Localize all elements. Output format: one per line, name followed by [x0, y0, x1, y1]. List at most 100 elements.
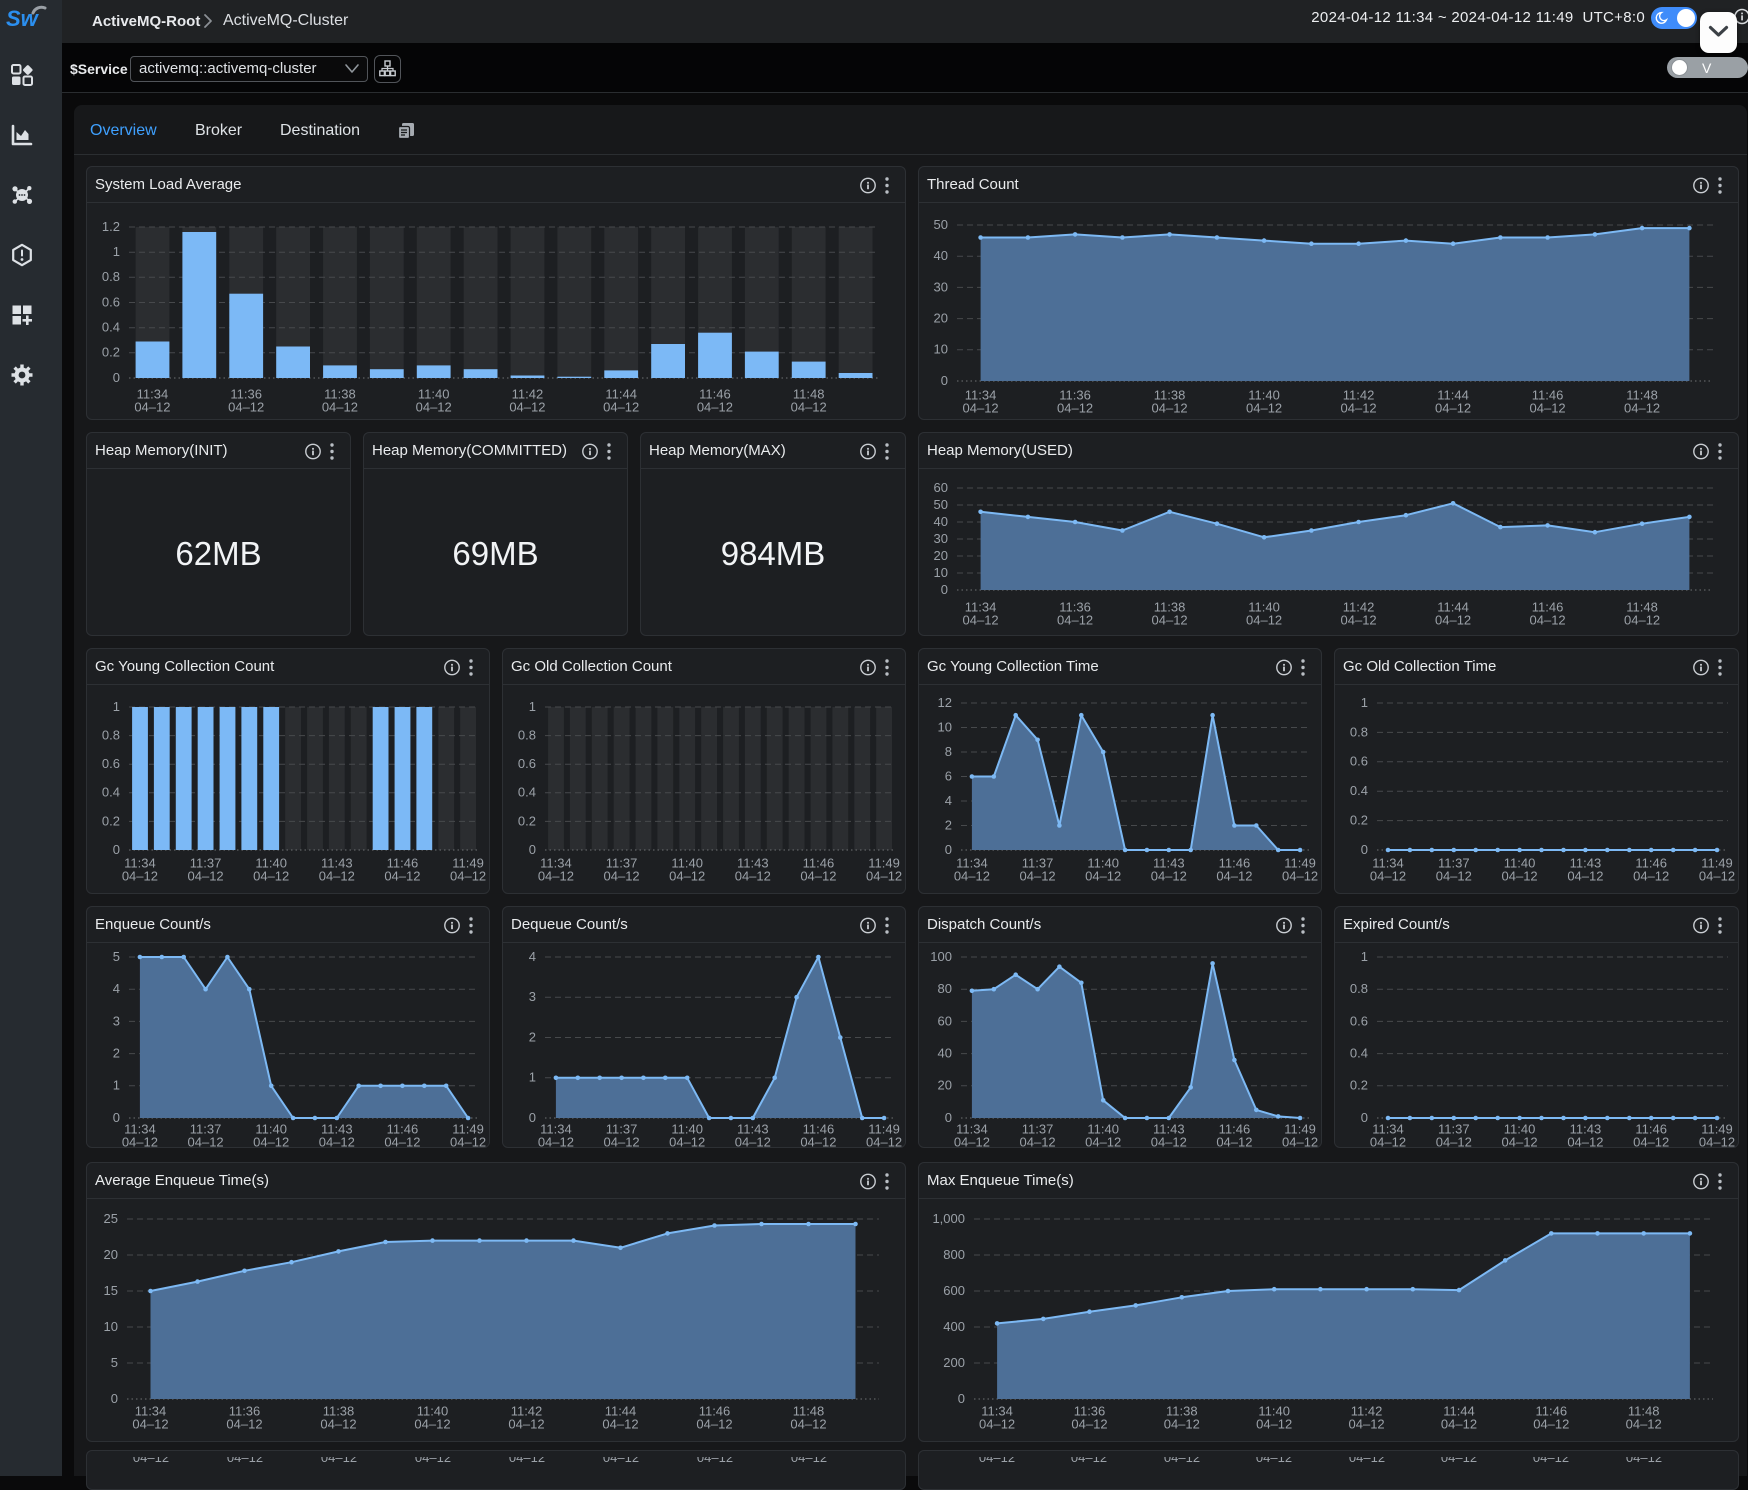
svg-text:04–12: 04–12: [1341, 400, 1377, 415]
svg-text:25: 25: [104, 1211, 118, 1226]
svg-text:30: 30: [934, 279, 948, 294]
svg-text:04–12: 04–12: [800, 868, 836, 883]
svg-text:20: 20: [934, 311, 948, 326]
svg-text:04–12: 04–12: [954, 1134, 990, 1148]
svg-text:11:49: 11:49: [1284, 1121, 1316, 1136]
svg-text:11:34: 11:34: [137, 386, 169, 401]
svg-text:04–12: 04–12: [320, 1416, 356, 1431]
svg-text:1: 1: [113, 244, 120, 259]
svg-text:11:42: 11:42: [512, 386, 544, 401]
svg-text:04–12: 04–12: [188, 1134, 224, 1148]
svg-text:04–12: 04–12: [1502, 868, 1538, 883]
svg-text:11:40: 11:40: [1504, 855, 1536, 870]
svg-text:11:46: 11:46: [1532, 387, 1564, 402]
svg-text:11:46: 11:46: [1635, 855, 1667, 870]
svg-text:04–12: 04–12: [1435, 400, 1471, 415]
svg-text:0.8: 0.8: [1350, 981, 1368, 996]
svg-text:11:37: 11:37: [1022, 1121, 1054, 1136]
svg-text:11:43: 11:43: [321, 855, 353, 870]
svg-text:0.6: 0.6: [1350, 754, 1368, 769]
svg-text:11:44: 11:44: [1437, 387, 1469, 402]
svg-text:04–12: 04–12: [228, 399, 264, 414]
svg-text:11:46: 11:46: [1219, 1121, 1251, 1136]
svg-text:04–12: 04–12: [800, 1134, 836, 1148]
svg-text:1: 1: [1361, 949, 1368, 964]
svg-text:11:43: 11:43: [1570, 1121, 1602, 1136]
svg-text:04–12: 04–12: [134, 399, 170, 414]
svg-text:04–12: 04–12: [602, 1416, 638, 1431]
svg-text:04–12: 04–12: [1152, 612, 1188, 627]
svg-text:0: 0: [529, 1110, 536, 1125]
svg-text:11:43: 11:43: [737, 1121, 769, 1136]
svg-text:11:49: 11:49: [1701, 855, 1733, 870]
svg-text:800: 800: [943, 1247, 965, 1262]
svg-text:2: 2: [529, 1029, 536, 1044]
svg-text:0.4: 0.4: [1350, 1046, 1368, 1061]
svg-text:11:43: 11:43: [737, 855, 769, 870]
svg-text:100: 100: [930, 949, 952, 964]
svg-text:20: 20: [934, 548, 948, 563]
svg-text:11:46: 11:46: [1536, 1403, 1568, 1418]
svg-text:5: 5: [113, 949, 120, 964]
svg-text:04–12: 04–12: [1370, 1134, 1406, 1148]
svg-text:1: 1: [113, 699, 120, 714]
svg-text:04–12: 04–12: [1216, 1134, 1252, 1148]
svg-text:11:34: 11:34: [981, 1403, 1013, 1418]
svg-text:04–12: 04–12: [1020, 1134, 1056, 1148]
svg-text:04–12: 04–12: [604, 868, 640, 883]
svg-text:11:38: 11:38: [324, 386, 356, 401]
svg-text:04–12: 04–12: [791, 399, 827, 414]
svg-text:10: 10: [934, 565, 948, 580]
svg-text:04–12: 04–12: [669, 868, 705, 883]
svg-text:10: 10: [934, 342, 948, 357]
svg-text:11:49: 11:49: [452, 855, 484, 870]
svg-text:04–12: 04–12: [1699, 868, 1735, 883]
svg-text:11:40: 11:40: [255, 855, 287, 870]
svg-text:04–12: 04–12: [954, 868, 990, 883]
svg-text:04–12: 04–12: [509, 399, 545, 414]
svg-text:11:38: 11:38: [1154, 387, 1186, 402]
svg-text:04–12: 04–12: [697, 399, 733, 414]
svg-text:40: 40: [938, 1046, 952, 1061]
svg-text:04–12: 04–12: [1151, 868, 1187, 883]
svg-text:04–12: 04–12: [1057, 400, 1093, 415]
svg-text:1: 1: [529, 1070, 536, 1085]
svg-text:2: 2: [113, 1046, 120, 1061]
svg-text:11:46: 11:46: [803, 1121, 835, 1136]
svg-text:04–12: 04–12: [1567, 1134, 1603, 1148]
svg-text:11:38: 11:38: [323, 1403, 355, 1418]
svg-text:11:36: 11:36: [230, 386, 262, 401]
svg-text:0.2: 0.2: [102, 345, 120, 360]
svg-text:1,000: 1,000: [932, 1211, 965, 1226]
svg-text:11:44: 11:44: [1437, 599, 1469, 614]
svg-text:11:42: 11:42: [511, 1403, 543, 1418]
svg-text:200: 200: [943, 1355, 965, 1370]
svg-text:11:49: 11:49: [868, 1121, 900, 1136]
svg-text:11:34: 11:34: [540, 855, 572, 870]
svg-text:11:46: 11:46: [387, 1121, 419, 1136]
svg-text:11:42: 11:42: [1343, 599, 1375, 614]
svg-text:11:34: 11:34: [965, 599, 997, 614]
svg-text:04–12: 04–12: [963, 612, 999, 627]
svg-text:40: 40: [934, 248, 948, 263]
svg-text:0: 0: [111, 1391, 118, 1406]
svg-text:04–12: 04–12: [1441, 1416, 1477, 1431]
svg-text:0.6: 0.6: [518, 756, 536, 771]
svg-text:0.8: 0.8: [1350, 724, 1368, 739]
svg-text:0.6: 0.6: [102, 294, 120, 309]
svg-text:11:37: 11:37: [190, 855, 222, 870]
svg-text:04–12: 04–12: [416, 399, 452, 414]
svg-text:0: 0: [113, 842, 120, 857]
svg-text:04–12: 04–12: [414, 1416, 450, 1431]
svg-text:04–12: 04–12: [1435, 612, 1471, 627]
svg-text:11:40: 11:40: [1087, 855, 1119, 870]
svg-text:10: 10: [938, 719, 952, 734]
svg-text:04–12: 04–12: [538, 868, 574, 883]
svg-text:0.6: 0.6: [102, 756, 120, 771]
svg-text:04–12: 04–12: [226, 1416, 262, 1431]
svg-text:11:40: 11:40: [1248, 387, 1280, 402]
svg-text:04–12: 04–12: [1256, 1416, 1292, 1431]
svg-text:04–12: 04–12: [132, 1416, 168, 1431]
svg-text:4: 4: [113, 981, 120, 996]
svg-text:04–12: 04–12: [122, 1134, 158, 1148]
